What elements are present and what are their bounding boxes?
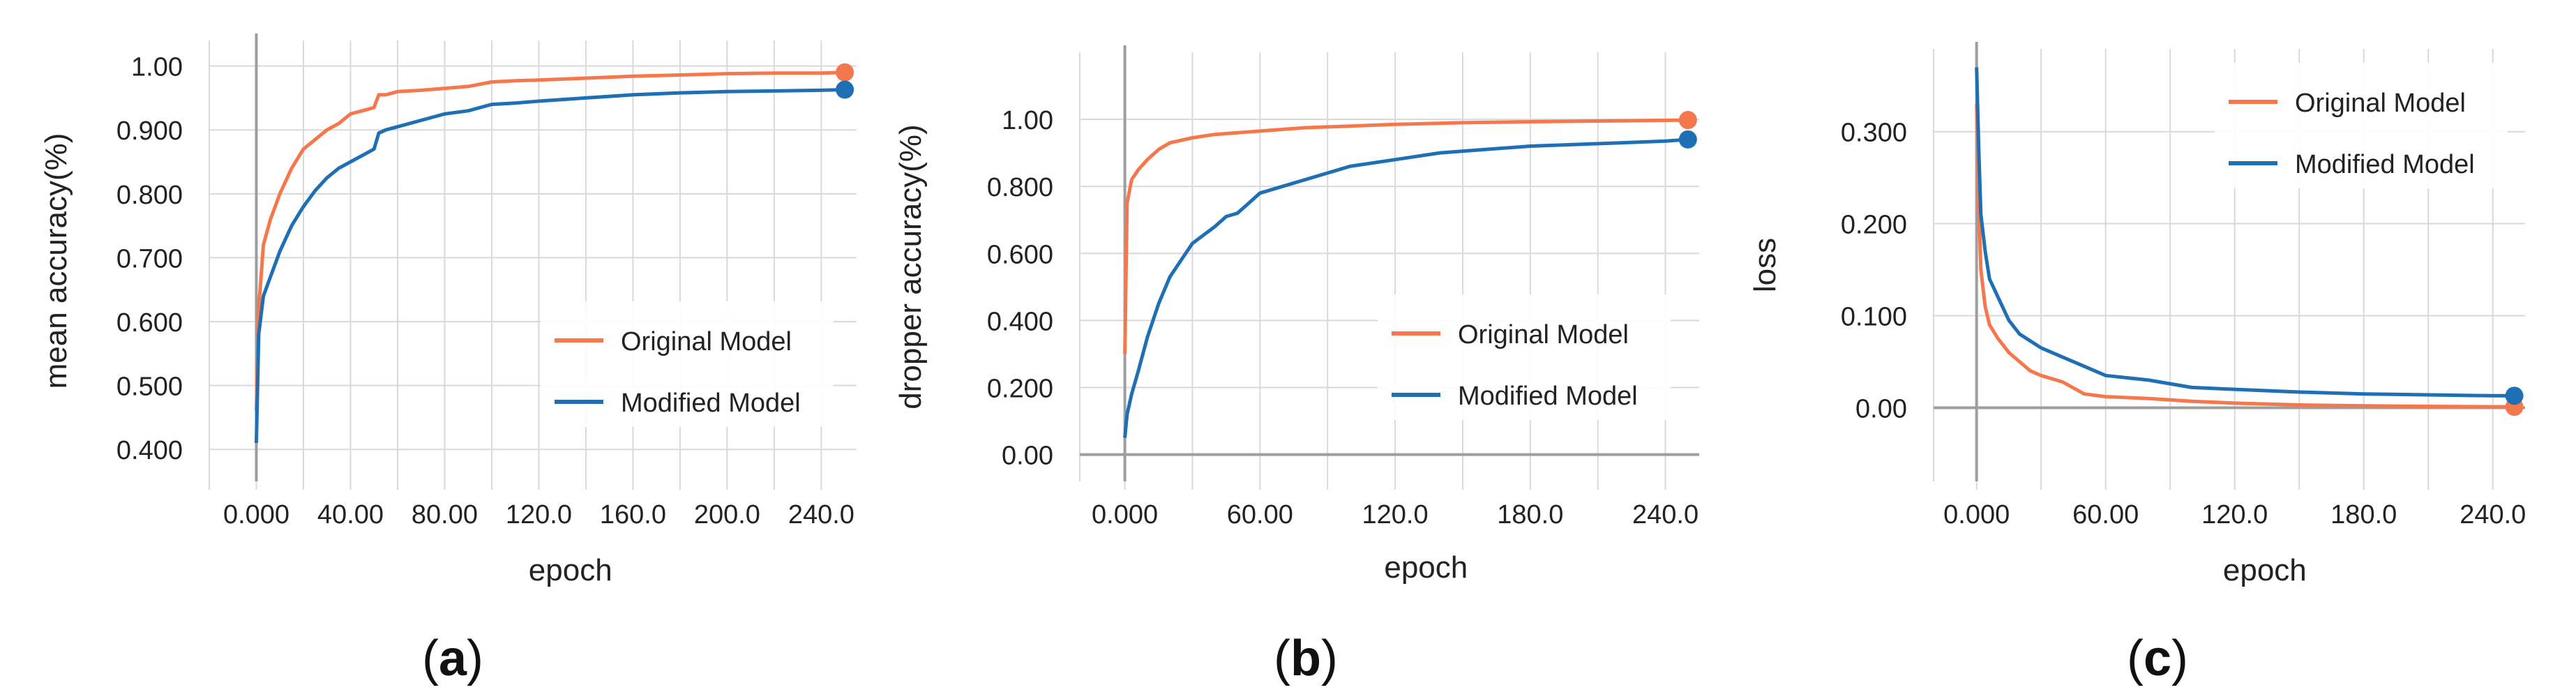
chart-c: 0.00 0.100 0.200 0.300 0.000 60.00 120.0 180.0 2… — [1748, 42, 2526, 686]
y-tick-label: 0.100 — [1841, 303, 1907, 332]
y-tick-label: 0.200 — [987, 374, 1053, 403]
legend: Original Model Modified Model — [2215, 63, 2508, 188]
legend-label: Original Model — [1458, 320, 1629, 350]
x-axis-label: epoch — [529, 553, 612, 587]
series-end-point — [1678, 130, 1697, 149]
y-tick-label: 0.400 — [987, 307, 1053, 336]
series-line-original-model — [1975, 104, 2515, 409]
series-line-modified-model — [255, 88, 845, 444]
panel-label: (a) — [422, 631, 483, 686]
x-tick-label: 0.000 — [1092, 500, 1158, 529]
x-tick-label: 160.0 — [600, 500, 666, 529]
legend-label: Original Model — [621, 327, 792, 356]
x-tick-label: 180.0 — [1497, 500, 1563, 529]
y-tick-label: 0.00 — [1855, 394, 1907, 423]
series-end-point — [2505, 386, 2524, 405]
y-tick-label: 0.900 — [116, 116, 183, 146]
chart-b: 0.00 0.200 0.400 0.600 0.800 1.00 0.000 60.00 12… — [894, 45, 1699, 686]
y-tick-label: 0.500 — [116, 373, 183, 402]
x-axis-label: epoch — [1384, 550, 1468, 585]
legend-label: Modified Model — [621, 389, 801, 418]
y-axis-label: mean accuracy(%) — [39, 133, 73, 389]
legend: Original Model Modified Model — [1378, 294, 1671, 420]
series-end-point — [836, 63, 854, 82]
x-tick-label: 0.000 — [223, 500, 289, 529]
x-tick-label: 200.0 — [694, 500, 760, 529]
x-tick-label: 60.00 — [2072, 500, 2139, 529]
y-tick-label: 0.800 — [116, 181, 183, 210]
series-end-point — [1678, 111, 1697, 130]
x-tick-label: 120.0 — [1362, 500, 1429, 529]
y-tick-label: 0.800 — [987, 173, 1053, 202]
y-tick-label: 0.200 — [1841, 211, 1907, 240]
y-tick-label: 0.600 — [116, 308, 183, 338]
legend-label: Modified Model — [1458, 382, 1638, 411]
y-tick-label: 1.00 — [1002, 106, 1053, 135]
y-tick-label: 0.300 — [1841, 119, 1907, 148]
panel-label: (c) — [2127, 631, 2188, 686]
legend-label: Modified Model — [2295, 150, 2475, 179]
x-tick-label: 240.0 — [2460, 500, 2526, 529]
x-tick-label: 240.0 — [788, 500, 854, 529]
x-axis-label: epoch — [2223, 553, 2307, 587]
series-end-point — [836, 80, 854, 99]
y-axis-label: dropper accuracy(%) — [894, 124, 928, 409]
y-tick-label: 0.400 — [116, 436, 183, 465]
series-line-modified-model — [1975, 67, 2515, 398]
legend-background — [1378, 294, 1671, 420]
x-tick-label: 40.00 — [317, 500, 384, 529]
series-line-original-model — [1123, 118, 1688, 354]
x-tick-label: 120.0 — [2201, 500, 2268, 529]
legend-label: Original Model — [2295, 89, 2466, 118]
y-tick-label: 0.00 — [1002, 442, 1053, 471]
y-tick-label: 0.700 — [116, 244, 183, 273]
x-tick-label: 0.000 — [1943, 500, 2010, 529]
legend-background — [541, 301, 834, 427]
chart-a: 0.400 0.500 0.600 0.700 0.800 0.900 1.00 0.000 4… — [39, 33, 857, 686]
x-tick-label: 180.0 — [2330, 500, 2397, 529]
series-line-modified-model — [1123, 137, 1689, 438]
x-tick-label: 60.00 — [1227, 500, 1293, 529]
x-tick-label: 80.00 — [412, 500, 478, 529]
legend-background — [2215, 63, 2508, 188]
y-axis-label: loss — [1748, 238, 1782, 292]
y-tick-label: 0.600 — [987, 240, 1053, 269]
x-tick-label: 240.0 — [1632, 500, 1698, 529]
y-tick-label: 1.00 — [131, 53, 183, 82]
series-line-original-model — [255, 70, 845, 412]
legend: Original Model Modified Model — [541, 301, 834, 427]
x-tick-label: 120.0 — [506, 500, 572, 529]
panel-label: (b) — [1274, 631, 1338, 686]
